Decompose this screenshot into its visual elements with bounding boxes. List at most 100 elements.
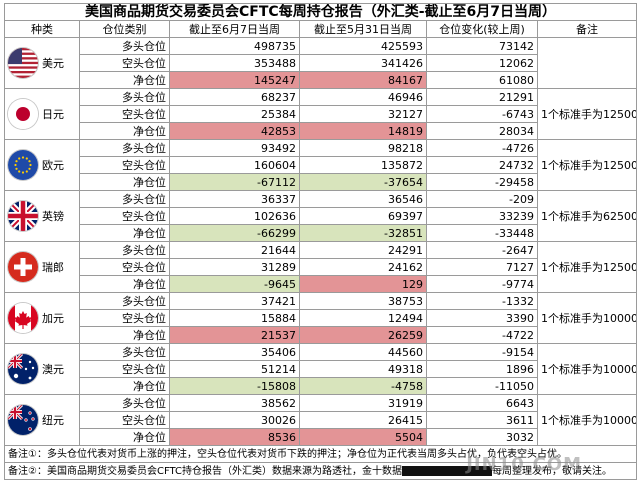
currency-label: 欧元 <box>8 141 76 190</box>
current-week-value: 25384 <box>169 105 300 123</box>
current-week-value: 42853 <box>169 122 300 140</box>
currency-cell: 纽元 <box>4 394 80 446</box>
position-type: 空头仓位 <box>79 156 170 174</box>
header-position-type: 仓位类别 <box>79 20 170 38</box>
current-week-value: 93492 <box>169 139 300 157</box>
change-value: -4726 <box>426 139 538 157</box>
previous-week-value: 341426 <box>299 54 427 72</box>
change-value: 6643 <box>426 394 538 412</box>
position-type: 空头仓位 <box>79 360 170 378</box>
change-value: 24732 <box>426 156 538 174</box>
previous-week-value: 425593 <box>299 37 427 55</box>
position-type: 净仓位 <box>79 428 170 446</box>
current-week-value: -9645 <box>169 275 300 293</box>
eu-flag-icon <box>8 150 38 180</box>
currency-label: 纽元 <box>8 396 76 445</box>
table-row: 净仓位 -66299 -32851 -33448 <box>5 224 637 242</box>
currency-label: 加元 <box>8 294 76 343</box>
currency-name: 美元 <box>42 56 64 70</box>
position-type: 空头仓位 <box>79 258 170 276</box>
currency-name: 英镑 <box>42 209 64 223</box>
change-value: 61080 <box>426 71 538 89</box>
previous-week-value: 38753 <box>299 292 427 310</box>
position-type: 空头仓位 <box>79 54 170 72</box>
currency-name: 日元 <box>42 107 64 121</box>
change-value: -33448 <box>426 224 538 242</box>
table-row: 净仓位 21537 26259 -4722 <box>5 326 637 344</box>
previous-week-value: 12494 <box>299 309 427 327</box>
previous-week-value: 31919 <box>299 394 427 412</box>
table-row: 空头仓位 353488 341426 12062 <box>5 54 637 72</box>
watermark: JIN10.COM <box>466 454 582 475</box>
current-week-value: 30026 <box>169 411 300 429</box>
change-value: -9154 <box>426 343 538 361</box>
currency-label: 英镑 <box>8 192 76 241</box>
previous-week-value: 129 <box>299 275 427 293</box>
current-week-value: 37421 <box>169 292 300 310</box>
current-week-value: 31289 <box>169 258 300 276</box>
header-change: 仓位变化(较上周) <box>426 20 538 38</box>
currency-cell: 日元 <box>4 88 80 140</box>
previous-week-value: 24291 <box>299 241 427 259</box>
currency-label: 瑞郎 <box>8 243 76 292</box>
current-week-value: 36337 <box>169 190 300 208</box>
lot-size-note: 1个标准手为100000纽元 <box>536 394 638 446</box>
currency-cell: 瑞郎 <box>4 241 80 293</box>
current-week-value: 21644 <box>169 241 300 259</box>
table-row: 净仓位 -9645 129 -9774 <box>5 275 637 293</box>
current-week-value: 160604 <box>169 156 300 174</box>
change-value: 12062 <box>426 54 538 72</box>
change-value: -1332 <box>426 292 538 310</box>
header-current-week: 截止至6月7日当周 <box>169 20 300 38</box>
cftc-report-sheet: 美国商品期货交易委员会CFTC每周持仓报告（外汇类-截止至6月7日当周） 种类 … <box>3 3 638 497</box>
lot-size-note: 1个标准手为100000澳元 <box>536 343 638 395</box>
position-type: 多头仓位 <box>79 139 170 157</box>
footnote-2-source: 备注②：美国商品期货交易委员会CFTC持仓报告（外汇类）数据来源为路透社，金十数… <box>8 465 403 477</box>
previous-week-value: -32851 <box>299 224 427 242</box>
currency-name: 欧元 <box>42 158 64 172</box>
change-value: -29458 <box>426 173 538 191</box>
table-row: 空头仓位 31289 24162 7127 <box>5 258 637 276</box>
position-type: 净仓位 <box>79 326 170 344</box>
position-type: 净仓位 <box>79 275 170 293</box>
table-row: 净仓位 42853 14819 28034 <box>5 122 637 140</box>
position-type: 多头仓位 <box>79 292 170 310</box>
current-week-value: 68237 <box>169 88 300 106</box>
previous-week-value: 135872 <box>299 156 427 174</box>
previous-week-value: 24162 <box>299 258 427 276</box>
position-type: 多头仓位 <box>79 37 170 55</box>
previous-week-value: -37654 <box>299 173 427 191</box>
footnote-row: 备注②：美国商品期货交易委员会CFTC持仓报告（外汇类）数据来源为路透社，金十数… <box>3 462 638 480</box>
change-value: 3611 <box>426 411 538 429</box>
position-type: 空头仓位 <box>79 411 170 429</box>
change-value: 1896 <box>426 360 538 378</box>
lot-size-note: 1个标准手为125000欧元 <box>536 139 638 191</box>
previous-week-value: 98218 <box>299 139 427 157</box>
report-title: 美国商品期货交易委员会CFTC每周持仓报告（外汇类-截止至6月7日当周） <box>3 3 638 21</box>
previous-week-value: 32127 <box>299 105 427 123</box>
jp-flag-icon <box>8 99 38 129</box>
current-week-value: 35406 <box>169 343 300 361</box>
previous-week-value: 26415 <box>299 411 427 429</box>
current-week-value: 15884 <box>169 309 300 327</box>
currency-cell: 澳元 <box>4 343 80 395</box>
footnote-2: 备注②：美国商品期货交易委员会CFTC持仓报告（外汇类）数据来源为路透社，金十数… <box>3 462 638 480</box>
current-week-value: -66299 <box>169 224 300 242</box>
currency-name: 瑞郎 <box>42 260 64 274</box>
change-value: 73142 <box>426 37 538 55</box>
currency-label: 澳元 <box>8 345 76 394</box>
previous-week-value: 69397 <box>299 207 427 225</box>
position-type: 空头仓位 <box>79 309 170 327</box>
position-type: 多头仓位 <box>79 343 170 361</box>
current-week-value: 353488 <box>169 54 300 72</box>
change-value: -11050 <box>426 377 538 395</box>
previous-week-value: -4758 <box>299 377 427 395</box>
ca-flag-icon <box>8 303 38 333</box>
header-previous-week: 截止至5月31日当周 <box>299 20 427 38</box>
previous-week-value: 36546 <box>299 190 427 208</box>
current-week-value: -67112 <box>169 173 300 191</box>
change-value: -4722 <box>426 326 538 344</box>
